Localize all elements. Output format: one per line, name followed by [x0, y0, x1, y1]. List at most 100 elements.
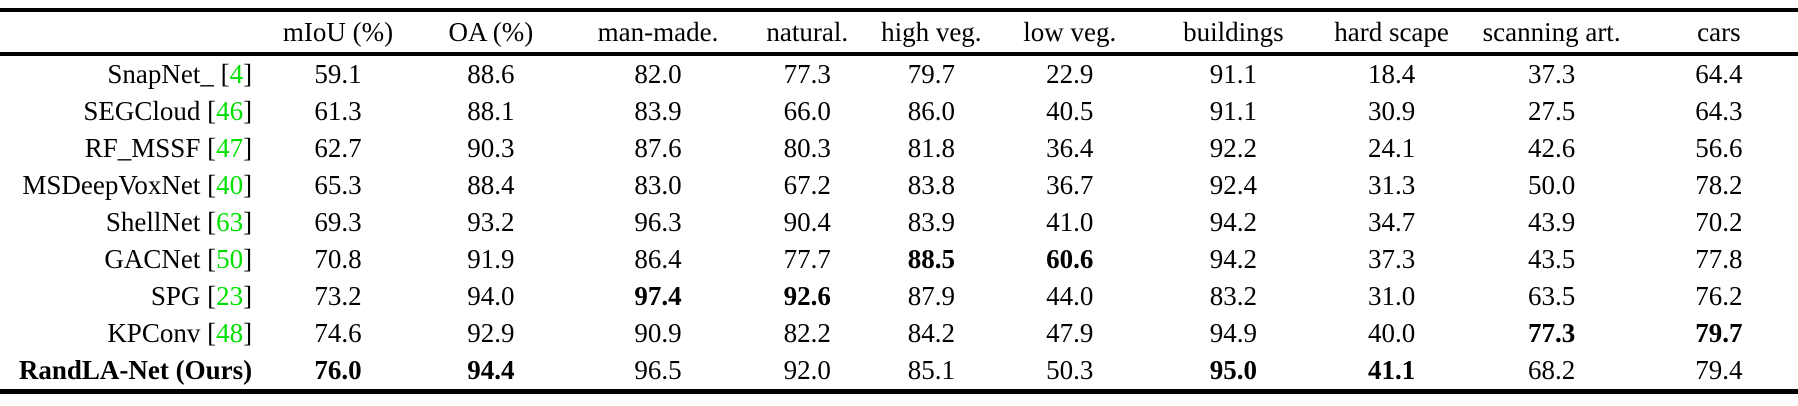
value-cell: 90.3	[467, 133, 515, 163]
value-cell: 93.2	[467, 207, 515, 237]
table-row: SEGCloud [46] 61.3 88.1 83.9 66.0 86.0 40.5 91.…	[0, 93, 1798, 130]
table-body: SnapNet_ [4] 59.1 88.6 82.0 77.3 79.7 22.9 91.1…	[0, 54, 1798, 392]
header-method	[0, 10, 267, 56]
method-cell: ShellNet [63]	[105, 207, 253, 237]
value-cell: 77.3	[1527, 318, 1576, 348]
method-cell: RandLA-Net (Ours)	[0, 352, 266, 392]
value-cell: 24.1	[1367, 133, 1416, 163]
value-cell: 41.1	[1367, 355, 1416, 385]
method-name: SPG	[150, 281, 201, 311]
header-cars: cars	[1639, 10, 1798, 56]
value-cell: 37.3	[1367, 244, 1416, 274]
value-cell: 42.6	[1527, 133, 1576, 163]
value-cell: 76.2	[1695, 281, 1743, 311]
header-natural: natural.	[744, 10, 871, 56]
value-cell: 92.6	[783, 281, 831, 311]
value-cell: 92.2	[1209, 133, 1257, 163]
header-man-made: man-made.	[571, 10, 745, 56]
citation-link[interactable]: 50	[216, 244, 244, 274]
method-cell: SPG [23]	[150, 281, 253, 311]
table-row: MSDeepVoxNet [40] 65.3 88.4 83.0 67.2 83.8 36.…	[0, 167, 1798, 204]
citation-link[interactable]: 48	[216, 318, 244, 348]
value-cell: 66.0	[783, 96, 831, 126]
value-cell: 43.5	[1527, 244, 1576, 274]
value-cell: 85.1	[907, 355, 955, 385]
value-cell: 77.3	[783, 59, 831, 89]
method-name: ShellNet	[105, 207, 201, 237]
value-cell: 70.2	[1695, 207, 1743, 237]
value-cell: 82.0	[634, 59, 682, 89]
method-name: SEGCloud	[83, 96, 201, 126]
header-buildings: buildings	[1147, 10, 1320, 56]
value-cell: 50.0	[1527, 170, 1576, 200]
method-name: MSDeepVoxNet	[22, 170, 201, 200]
table-header: mIoU (%) OA (%) man-made. natural. high …	[0, 10, 1798, 56]
value-cell: 27.5	[1527, 96, 1576, 126]
method-name: SnapNet_	[107, 59, 214, 89]
method-cell: MSDeepVoxNet [40]	[22, 170, 253, 200]
value-cell: 79.7	[907, 59, 955, 89]
value-cell: 83.2	[1209, 281, 1257, 311]
value-cell: 94.4	[467, 355, 515, 385]
value-cell: 88.4	[467, 170, 515, 200]
value-cell: 63.5	[1527, 281, 1576, 311]
value-cell: 47.9	[1046, 318, 1094, 348]
value-cell: 94.2	[1209, 244, 1257, 274]
method-cell: KPConv [48]	[107, 318, 253, 348]
value-cell: 50.3	[1046, 355, 1094, 385]
table-row: RandLA-Net (Ours) 76.0 94.4 96.5 92.0 85.1 50.…	[0, 352, 1798, 392]
value-cell: 91.1	[1209, 96, 1257, 126]
value-cell: 81.8	[907, 133, 955, 163]
header-miou: mIoU (%)	[266, 10, 410, 56]
value-cell: 64.3	[1695, 96, 1743, 126]
method-name: KPConv	[107, 318, 201, 348]
value-cell: 65.3	[314, 170, 362, 200]
method-name: RandLA-Net (Ours)	[18, 355, 253, 385]
table-row: GACNet [50] 70.8 91.9 86.4 77.7 88.5 60.6 94.2 3…	[0, 241, 1798, 278]
value-cell: 88.5	[907, 244, 955, 274]
value-cell: 31.3	[1367, 170, 1416, 200]
value-cell: 86.0	[907, 96, 955, 126]
value-cell: 94.9	[1209, 318, 1257, 348]
value-cell: 88.6	[467, 59, 515, 89]
value-cell: 30.9	[1367, 96, 1416, 126]
value-cell: 91.9	[467, 244, 515, 274]
header-high-veg: high veg.	[870, 10, 993, 56]
citation-link[interactable]: 47	[216, 133, 244, 163]
table-row: RF_MSSF [47] 62.7 90.3 87.6 80.3 81.8 36.4 92.2…	[0, 130, 1798, 167]
value-cell: 40.5	[1046, 96, 1094, 126]
value-cell: 90.9	[634, 318, 682, 348]
table-row: SnapNet_ [4] 59.1 88.6 82.0 77.3 79.7 22.9 91.1…	[0, 54, 1798, 93]
method-cell: RF_MSSF [47]	[84, 133, 253, 163]
citation-link[interactable]: 23	[216, 281, 244, 311]
value-cell: 64.4	[1695, 59, 1743, 89]
value-cell: 61.3	[314, 96, 362, 126]
value-cell: 82.2	[783, 318, 831, 348]
value-cell: 22.9	[1046, 59, 1094, 89]
value-cell: 77.7	[783, 244, 831, 274]
value-cell: 69.3	[314, 207, 362, 237]
value-cell: 86.4	[634, 244, 682, 274]
header-oa: OA (%)	[409, 10, 572, 56]
value-cell: 83.8	[907, 170, 955, 200]
citation-link[interactable]: 46	[216, 96, 244, 126]
value-cell: 62.7	[314, 133, 362, 163]
method-cell: GACNet [50]	[104, 244, 253, 274]
citation-link[interactable]: 4	[229, 59, 244, 89]
value-cell: 31.0	[1367, 281, 1416, 311]
header-row: mIoU (%) OA (%) man-made. natural. high …	[0, 10, 1798, 56]
citation-link[interactable]: 63	[216, 207, 244, 237]
citation-link[interactable]: 40	[216, 170, 244, 200]
value-cell: 36.4	[1046, 133, 1094, 163]
value-cell: 87.6	[634, 133, 682, 163]
value-cell: 79.4	[1695, 355, 1743, 385]
value-cell: 37.3	[1527, 59, 1576, 89]
value-cell: 78.2	[1695, 170, 1743, 200]
value-cell: 70.8	[314, 244, 362, 274]
value-cell: 94.0	[467, 281, 515, 311]
value-cell: 73.2	[314, 281, 362, 311]
value-cell: 76.0	[314, 355, 362, 385]
value-cell: 79.7	[1695, 318, 1743, 348]
value-cell: 77.8	[1695, 244, 1743, 274]
value-cell: 44.0	[1046, 281, 1094, 311]
